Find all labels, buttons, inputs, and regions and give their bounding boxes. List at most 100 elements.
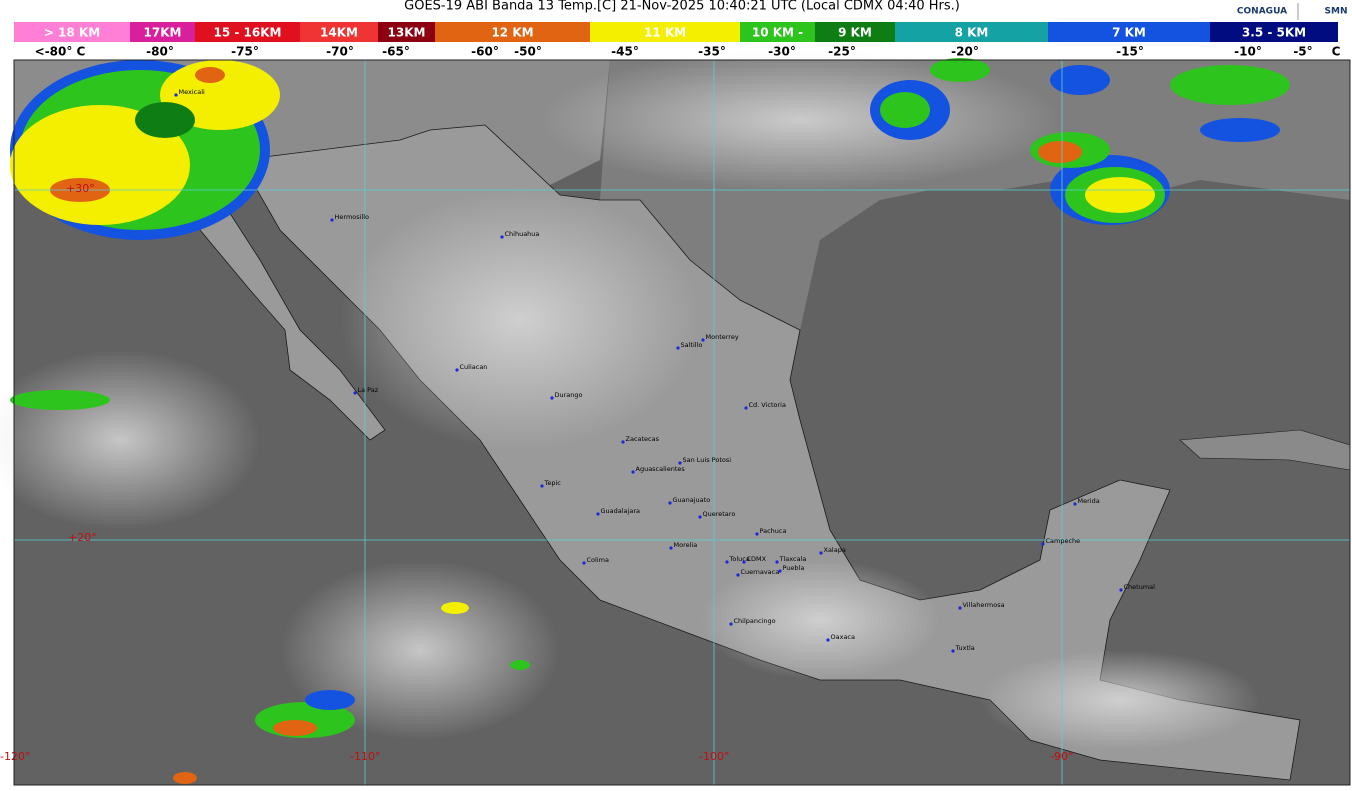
city-marker	[755, 532, 759, 536]
city-marker	[455, 368, 459, 372]
legend-band	[130, 22, 195, 42]
legend-band	[895, 22, 1048, 42]
city-label: Guadalajara	[601, 507, 640, 515]
color-legend: > 18 KM 17KM 15 - 16KM 14KM 13KM 12 KM 11 KM 10…	[14, 22, 1341, 59]
legend-temp-label: <-80° C	[35, 45, 86, 59]
legend-band	[300, 22, 378, 42]
legend-temp-label: -10°	[1234, 45, 1262, 59]
cloud-cover	[980, 650, 1260, 750]
storm-south	[10, 390, 530, 784]
baja-california	[189, 169, 386, 441]
legend-band	[1048, 22, 1210, 42]
grid-label: -100°	[699, 750, 729, 763]
city-label: Cd. Victoria	[749, 401, 786, 409]
city-marker	[958, 606, 962, 610]
city-marker	[725, 560, 729, 564]
map	[0, 50, 1351, 785]
city-marker	[174, 93, 178, 97]
logo-smn: SMN	[1325, 7, 1348, 17]
city-label: Mexicali	[179, 88, 206, 96]
legend-temp-label: -70°	[326, 45, 354, 59]
city-marker	[742, 560, 746, 564]
city-marker	[669, 546, 673, 550]
city-marker	[778, 569, 782, 573]
city-label: Campeche	[1046, 537, 1081, 545]
city-marker	[701, 338, 705, 342]
city-label: Merida	[1078, 497, 1100, 505]
grid-label: -120°	[0, 750, 30, 763]
grid-label: -110°	[350, 750, 380, 763]
title: GOES-19 ABI Banda 13 Temp.[C] 21-Nov-202…	[404, 0, 960, 14]
city-labels: Mexicali Hermosillo Chihuahua Culiacan La Pa…	[174, 88, 1155, 653]
city-marker	[540, 484, 544, 488]
city-label: Toluca	[729, 555, 750, 563]
city-label: Tepic	[544, 479, 562, 487]
city-label: Chetumal	[1124, 583, 1156, 591]
city-marker	[1041, 542, 1045, 546]
cloud-cover	[340, 190, 700, 450]
city-label: Villahermosa	[963, 601, 1005, 609]
legend-band-label: 15 - 16KM	[214, 26, 282, 40]
legend-temp-label: -75°	[231, 45, 259, 59]
city-marker	[631, 470, 635, 474]
legend-band-label: 14KM	[320, 26, 358, 40]
legend-band	[378, 22, 435, 42]
city-label: Tlaxcala	[779, 555, 807, 563]
city-label: La Paz	[358, 386, 379, 394]
city-label: Morelia	[674, 541, 698, 549]
lat-lon-grid: +30° +20° -120° -110° -100° -90°	[0, 60, 1350, 785]
legend-band-label: 13KM	[388, 26, 426, 40]
legend-band-label: 3.5 - 5KM	[1242, 26, 1306, 40]
city-label: Colima	[587, 556, 609, 564]
city-label: Queretaro	[703, 510, 736, 518]
legend-band-label: > 18 KM	[44, 26, 100, 40]
legend-band-label: 10 KM -	[752, 26, 803, 40]
legend-band	[740, 22, 815, 42]
city-label: Monterrey	[706, 333, 739, 341]
legend-band-label: 11 KM	[644, 26, 686, 40]
city-marker	[621, 440, 625, 444]
city-label: Cuernavaca	[741, 568, 780, 576]
city-label: Chilpancingo	[734, 617, 776, 625]
legend-band	[14, 22, 130, 42]
city-marker	[736, 573, 740, 577]
city-marker	[826, 638, 830, 642]
city-marker	[1073, 502, 1077, 506]
logo-conagua: CONAGUA	[1237, 7, 1287, 17]
legend-band-label: 7 KM	[1112, 26, 1146, 40]
legend-temp-label: -15°	[1116, 45, 1144, 59]
city-label: Oaxaca	[831, 633, 856, 641]
map-frame	[13, 59, 1351, 786]
legend-band	[590, 22, 740, 42]
legend-band-label: 9 KM	[838, 26, 872, 40]
city-marker	[819, 551, 823, 555]
city-marker	[775, 560, 779, 564]
city-label: Culiacan	[460, 363, 488, 371]
legend-temp-label: -60°	[471, 45, 499, 59]
city-marker	[550, 396, 554, 400]
city-label: Saltillo	[681, 341, 703, 349]
city-label: CDMX	[747, 555, 767, 563]
city-label: Tuxtla	[955, 644, 975, 652]
city-label: San Luis Potosi	[683, 456, 732, 464]
legend-band-label: 8 KM	[955, 26, 989, 40]
city-label: Aguascalientes	[636, 465, 686, 473]
city-marker	[330, 218, 334, 222]
city-label: Hermosillo	[335, 213, 370, 221]
legend-temp-label: -65°	[382, 45, 410, 59]
city-label: Pachuca	[760, 527, 787, 535]
city-marker	[668, 501, 672, 505]
city-marker	[744, 406, 748, 410]
city-marker	[582, 561, 586, 565]
legend-band	[435, 22, 590, 42]
city-marker	[676, 346, 680, 350]
grid-label: +30°	[66, 182, 95, 195]
grid-label: +20°	[68, 531, 97, 544]
city-marker	[1119, 588, 1123, 592]
legend-temp-label: -45°	[611, 45, 639, 59]
legend-temp-label: -20°	[951, 45, 979, 59]
city-marker	[729, 622, 733, 626]
city-label: Xalapa	[824, 546, 846, 554]
legend-temp-label: -50°	[514, 45, 542, 59]
